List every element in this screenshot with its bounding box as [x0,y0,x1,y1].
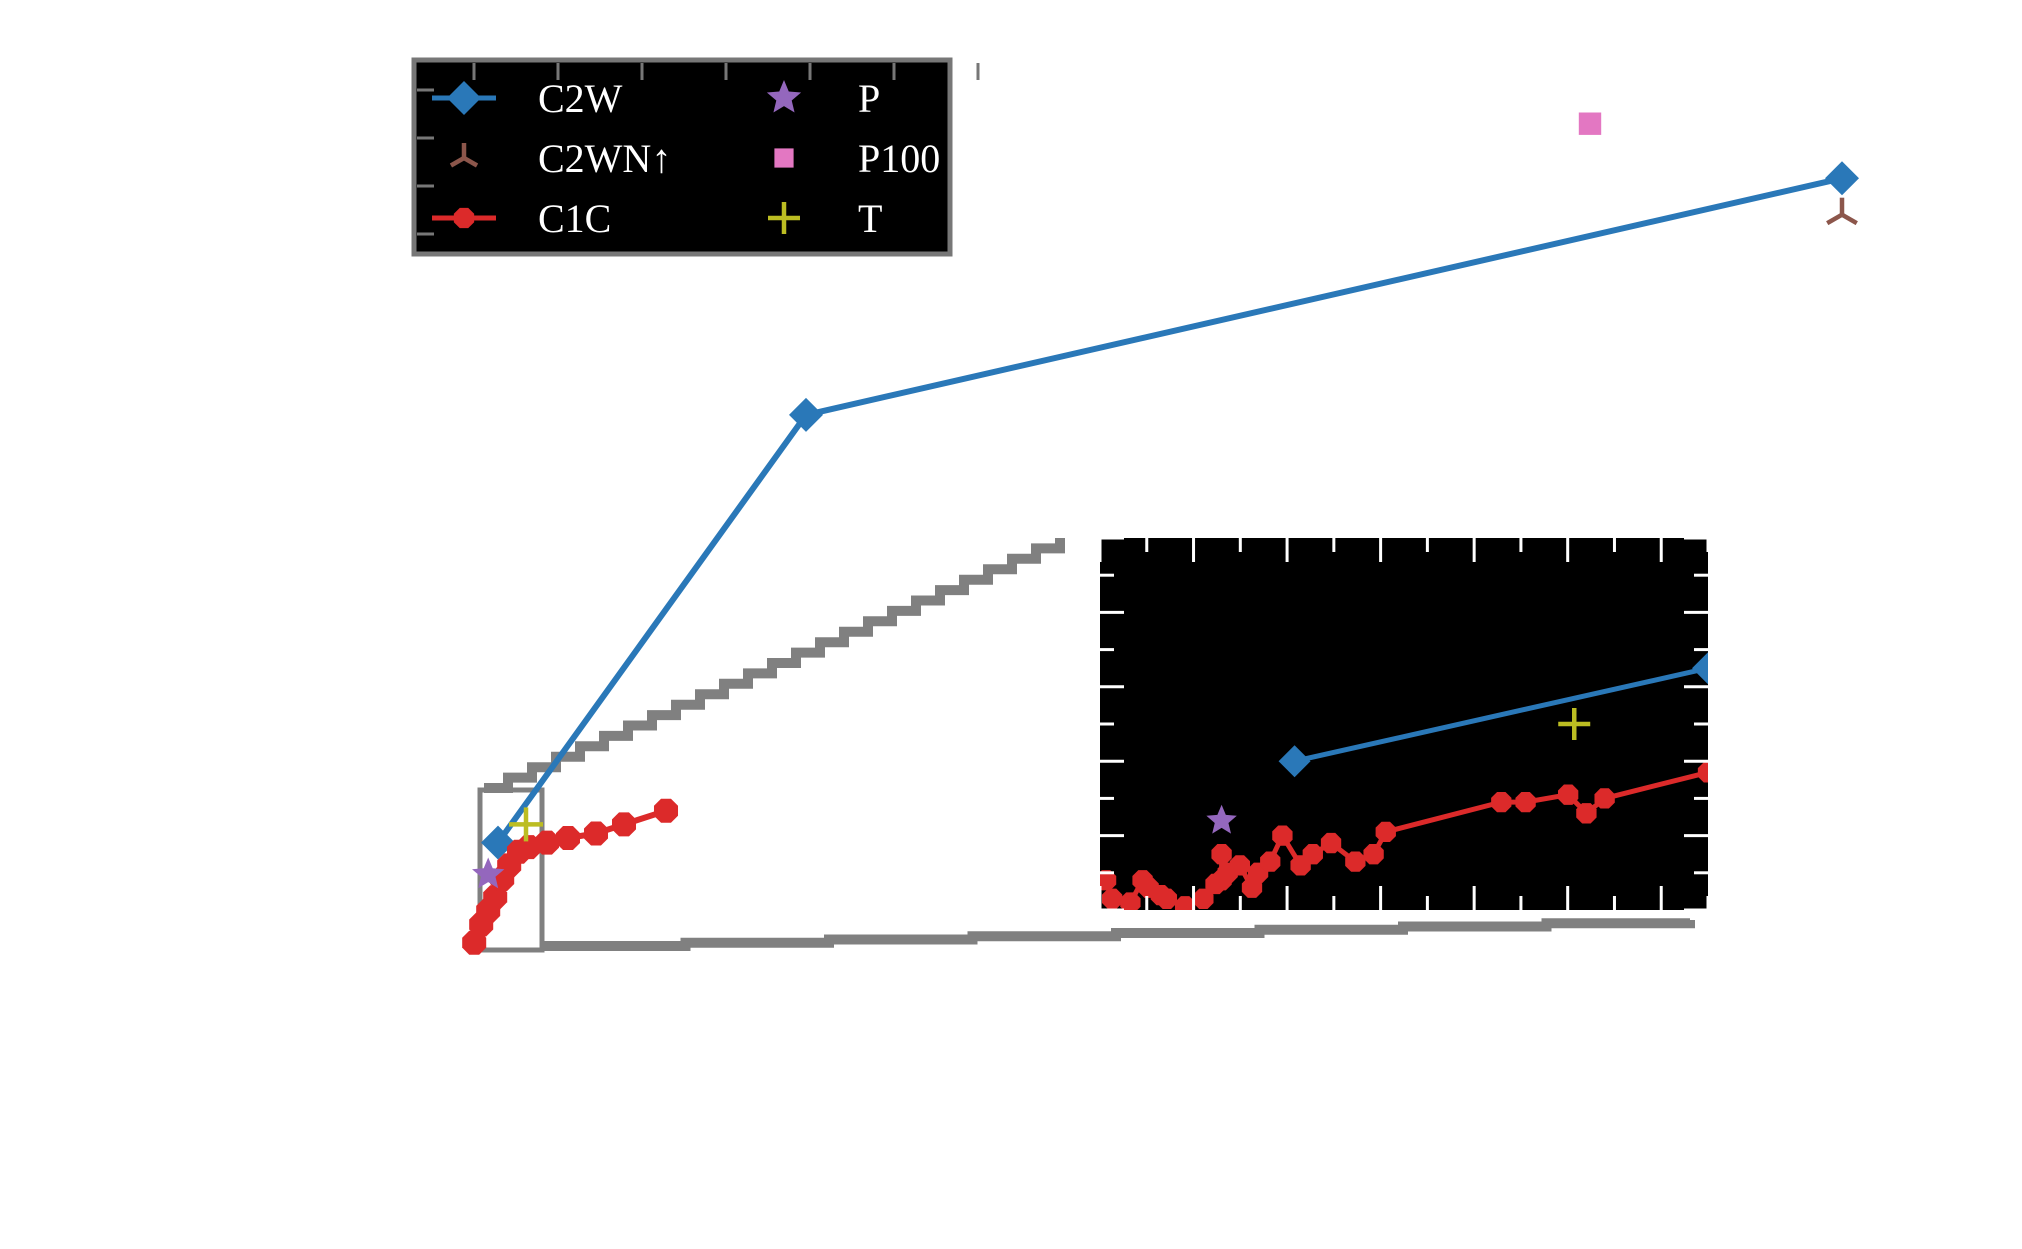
inset-plot [1098,536,1710,912]
inset-point-c1c-24 [1491,791,1512,813]
inset-point-c1c-20 [1320,832,1342,854]
legend-item-p100: P100 [774,136,940,181]
main-point-c1c-12 [653,798,679,823]
zoom-connector-top [484,538,1065,793]
legend-label-c1c: C1C [538,196,611,241]
inset-point-c1c-11 [1211,844,1232,865]
inset-background [1100,538,1708,910]
main-point-c1c-11 [611,812,637,837]
inset-point-c1c-7 [1174,896,1196,910]
legend-marker-t [768,202,800,234]
legend-item-c1c: C1C [432,196,611,241]
inset-point-c1c-27 [1576,803,1597,824]
legend-label-p100: P100 [858,136,940,181]
inset-point-c1c-26 [1558,784,1579,805]
inset-point-c1c-22 [1363,844,1384,865]
inset-point-p-0 [1206,804,1237,834]
legend-marker-p100 [774,148,794,168]
inset-point-c2w-1 [1692,652,1708,685]
main-plot-area [462,112,1859,955]
main-point-c1c-10 [583,821,609,846]
inset-point-c1c-1 [1102,888,1123,909]
main-point-c2w-2 [1825,161,1859,196]
main-point-p100-0 [1578,112,1602,135]
main-point-c2w-1 [789,397,823,432]
inset-point-c1c-19 [1302,844,1323,865]
main-point-c1c-8 [534,830,560,855]
inset-point-c1c-2 [1120,892,1141,910]
zoom-indicator [477,538,1695,953]
main-point-c2wn-0 [1826,197,1858,226]
inset-point-c1c-8 [1193,888,1214,909]
legend-marker-c2w [447,81,481,115]
inset-series-c2w [1278,652,1708,778]
main-series-c2wn [1826,197,1858,226]
main-point-c2w-0 [481,825,515,860]
legend-label-c2w: C2W [538,76,623,121]
legend-label-p: P [858,76,880,121]
legend: C2W C2WN↑ C1C P P100 T [411,57,980,257]
main-series-p100 [1578,112,1602,135]
legend-item-c2wn: C2WN↑ [449,136,671,181]
main-series-t [509,807,543,842]
main-point-c1c-0 [462,930,487,955]
inset-point-c1c-16 [1260,851,1281,872]
zoom-connector-bottom [542,918,1695,951]
main-series-c2w [481,161,1859,860]
main-point-c1c-3 [483,885,508,910]
inset-point-t-0 [1558,708,1591,740]
inset-series-p [1206,804,1237,834]
legend-marker-c1c [453,207,475,229]
inset-point-c1c-13 [1229,855,1250,876]
inset-point-c1c-23 [1375,821,1396,843]
legend-label-c2wn: C2WN↑ [538,136,671,181]
legend-item-t: T [768,196,882,241]
inset-content [1100,652,1708,910]
main-series-c1c [462,798,679,955]
legend-marker-p [766,80,802,113]
legend-box [411,57,953,257]
inset-series-t [1558,708,1591,740]
inset-point-c1c-25 [1515,791,1536,813]
inset-point-c1c-6 [1156,888,1178,909]
inset-point-c1c-29 [1697,762,1708,783]
inset-point-c1c-17 [1272,825,1293,846]
inset-point-c1c-0 [1100,870,1117,891]
main-series-p [472,857,505,889]
inset-line-c2w [1294,665,1708,764]
inset-point-c2w-0 [1278,745,1311,778]
legend-marker-c2wn [449,143,479,168]
legend-label-t: T [858,196,882,241]
main-point-p-0 [472,857,505,889]
main-point-c1c-7 [516,835,541,860]
inset-series-c1c [1100,762,1708,910]
main-point-t-0 [509,807,543,842]
inset-ticks [1098,536,1710,912]
legend-item-c2w: C2W [432,76,623,121]
inset-point-c1c-28 [1594,788,1615,809]
main-point-c1c-9 [555,826,581,851]
inset-point-c1c-21 [1345,851,1366,872]
legend-item-p: P [766,76,880,121]
